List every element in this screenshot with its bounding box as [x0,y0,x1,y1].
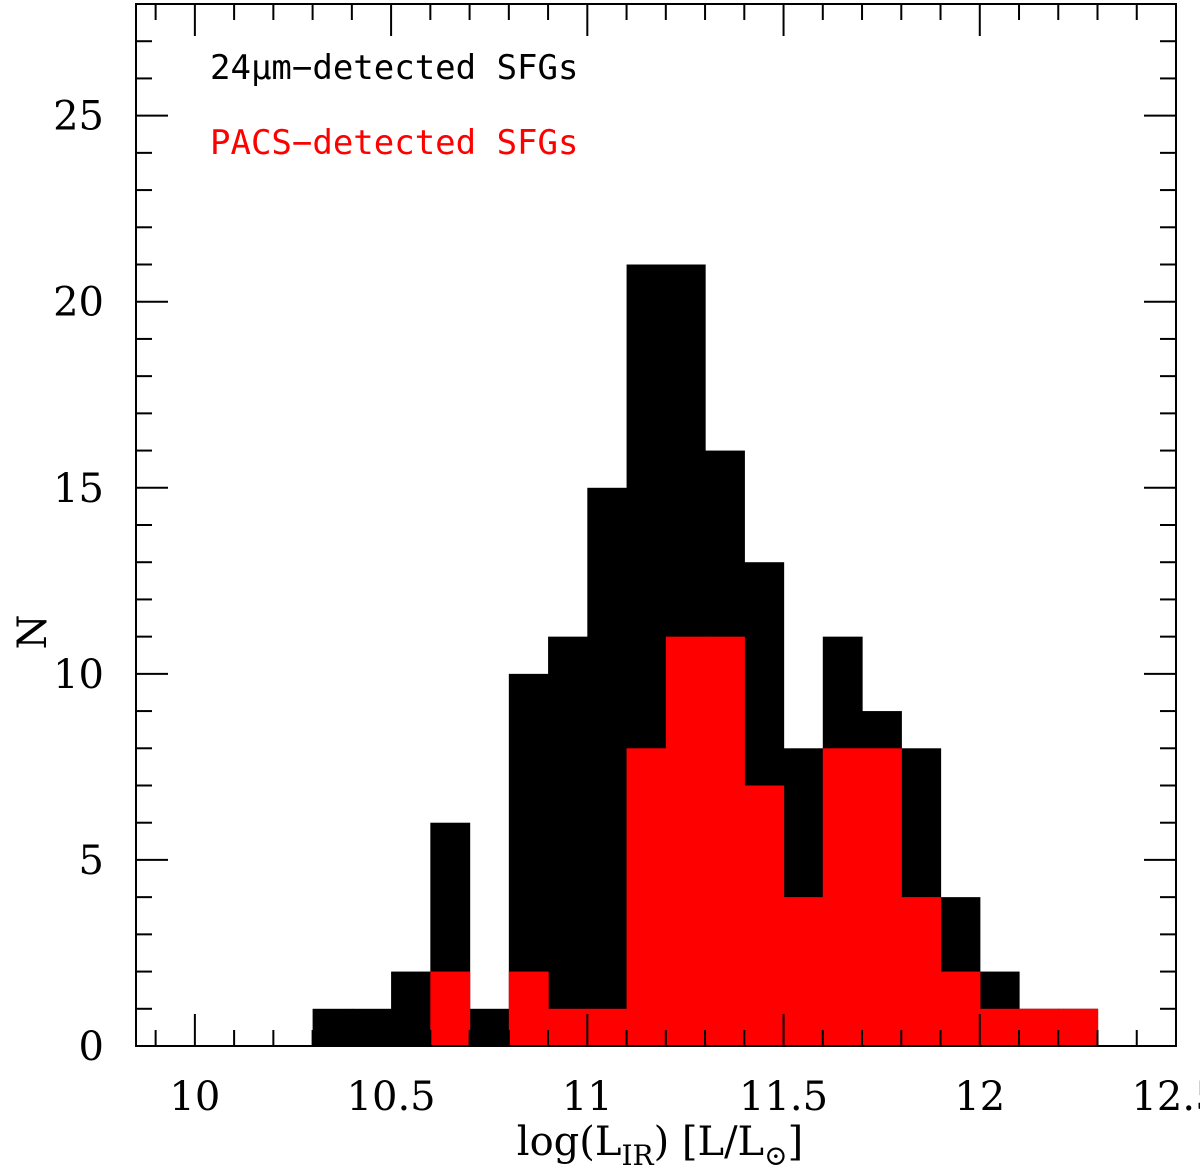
bar-pacs-10.8 [508,971,549,1046]
x-axis-title-pre: log(L [517,1119,622,1165]
plot-frame [135,3,1177,1047]
bar-pacs-11.5 [783,897,824,1046]
y-tick-label: 10 [53,652,104,698]
bar-24um-10.9 [548,636,588,1046]
x-tick-label: 12 [954,1074,1005,1120]
x-axis-title-sub2: ⊙ [764,1139,787,1172]
bar-pacs-11.9 [940,971,981,1046]
bars-layer [312,264,1099,1046]
bar-pacs-10.9 [548,1008,588,1046]
bar-pacs-11.8 [901,897,942,1046]
bar-pacs-12.1 [1019,1008,1059,1046]
bar-pacs-11.2 [665,636,706,1046]
x-tick-label: 11.5 [739,1074,828,1120]
bar-pacs-11.1 [626,748,667,1046]
tick-labels-layer: 10 10.5 11 11.5 12 12.5 0 5 10 15 20 25 [53,94,1200,1120]
x-axis-title-post: ] [788,1119,804,1165]
bar-24um-11.0 [587,487,628,1046]
bar-pacs-11.6 [822,748,863,1046]
y-axis-title: N [10,615,56,650]
bar-24um-10.4 [351,1008,392,1046]
bar-pacs-11.4 [744,785,785,1046]
x-tick-label: 12.5 [1131,1074,1200,1120]
bar-pacs-12.0 [979,1008,1020,1046]
bar-pacs-11.0 [587,1008,628,1046]
x-axis-title: log(LIR) [L/L⊙] [517,1119,803,1172]
legend-entry-24um: 24μm−detected SFGs [210,48,578,88]
x-axis-title-mid: ) [L/L [654,1119,765,1165]
x-tick-label: 10 [169,1074,220,1120]
x-axis-title-sub: IR [621,1139,654,1172]
bar-pacs-10.6 [430,971,471,1046]
y-tick-label: 25 [53,94,104,140]
y-tick-label: 0 [79,1024,104,1070]
legend-entry-pacs: PACS−detected SFGs [210,123,578,163]
bar-24um-10.5 [391,971,431,1046]
bar-pacs-11.3 [705,636,745,1046]
x-tick-label: 10.5 [347,1074,436,1120]
y-tick-label: 5 [79,838,104,884]
bar-pacs-12.2 [1058,1008,1099,1046]
bar-pacs-11.7 [862,748,902,1046]
x-tick-label: 11 [562,1074,613,1120]
y-tick-label: 15 [53,466,104,512]
bar-24um-10.3 [312,1008,353,1046]
y-tick-label: 20 [53,280,104,326]
bar-24um-10.7 [469,1008,510,1046]
